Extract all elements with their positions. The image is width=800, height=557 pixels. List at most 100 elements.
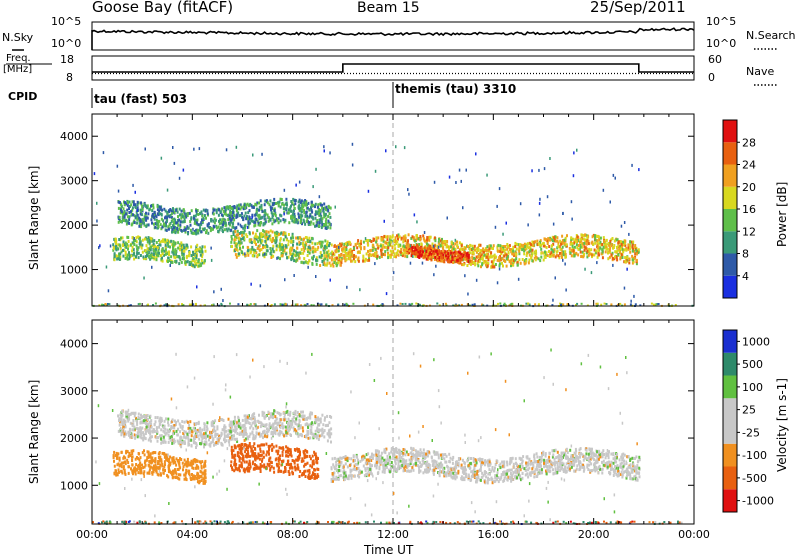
power-scatter-cell (324, 246, 326, 249)
velocity-echo-cell (296, 432, 298, 435)
power-echo-cell (236, 256, 238, 259)
power-echo-cell (292, 235, 294, 238)
power-ground-cell (606, 303, 608, 305)
power-echo-cell (368, 254, 370, 257)
power-echo-cell (259, 248, 261, 251)
power-echo-cell (566, 243, 568, 246)
power-echo-cell (620, 247, 622, 250)
power-echo-cell (219, 228, 221, 231)
power-echo-cell (125, 242, 127, 245)
power-ground-cell (600, 304, 602, 306)
velocity-echo-cell (113, 451, 115, 454)
velocity-echo-cell (188, 431, 190, 434)
power-echo-cell (408, 233, 410, 236)
power-echo-cell (172, 243, 174, 246)
power-echo-cell (200, 254, 202, 257)
power-echo-cell (282, 218, 284, 221)
power-scatter-cell (151, 266, 153, 269)
power-echo-cell (490, 244, 492, 247)
power-echo-cell (236, 234, 238, 237)
power-echo-cell (297, 253, 299, 256)
power-echo-cell (290, 258, 292, 261)
velocity-echo-cell (168, 465, 170, 468)
power-echo-cell (261, 204, 263, 207)
power-echo-cell (213, 226, 215, 229)
velocity-echo-cell (128, 472, 130, 475)
power-echo-cell (272, 245, 274, 248)
velocity-echo-cell (161, 463, 163, 466)
velocity-echo-cell (285, 411, 287, 414)
power-echo-cell (328, 244, 330, 247)
velocity-echo-cell (264, 435, 266, 438)
power-echo-cell (144, 238, 146, 241)
power-echo-cell (585, 246, 587, 249)
power-echo-cell (161, 218, 163, 221)
power-echo-cell (179, 228, 181, 231)
power-scatter-cell (200, 221, 202, 224)
power-scatter-cell (374, 262, 376, 265)
velocity-echo-cell (175, 464, 177, 467)
power-echo-cell (147, 217, 149, 220)
power-echo-cell (381, 238, 383, 241)
power-echo-cell (280, 198, 282, 201)
power-echo-cell (459, 241, 461, 244)
power-echo-cell (189, 263, 191, 266)
power-echo-cell (438, 238, 440, 241)
power-echo-cell (331, 256, 333, 259)
power-echo-cell (185, 213, 187, 216)
power-echo-cell (532, 249, 534, 252)
power-echo-cell (580, 251, 582, 254)
power-scatter-cell (518, 278, 520, 281)
power-echo-cell (193, 217, 195, 220)
power-echo-cell (415, 235, 417, 238)
power-echo-cell (180, 229, 182, 232)
power-echo-cell (275, 236, 277, 239)
power-echo-cell (441, 260, 443, 263)
power-echo-cell (566, 234, 568, 237)
power-echo-cell (560, 243, 562, 246)
velocity-echo-cell (135, 463, 137, 466)
power-echo-cell (312, 218, 314, 221)
power-echo-cell (291, 219, 293, 222)
power-echo-cell (501, 248, 503, 251)
power-echo-cell (179, 224, 181, 227)
power-echo-cell (445, 254, 447, 257)
power-echo-cell (561, 235, 563, 238)
power-echo-cell (424, 240, 426, 243)
power-echo-cell (357, 239, 359, 242)
velocity-echo-cell (241, 433, 243, 436)
velocity-echo-cell (138, 452, 140, 455)
power-echo-cell (424, 246, 426, 249)
power-echo-cell (558, 254, 560, 257)
power-echo-cell (231, 218, 233, 221)
power-echo-cell (305, 211, 307, 214)
power-echo-cell (337, 261, 339, 264)
velocity-echo-cell (273, 425, 275, 428)
power-echo-cell (115, 242, 117, 245)
velocity-echo-cell (181, 420, 183, 423)
power-echo-cell (249, 209, 251, 212)
power-ground-cell (576, 303, 578, 305)
power-echo-cell (446, 240, 448, 243)
velocity-echo-cell (186, 433, 188, 436)
velocity-echo-cell (268, 417, 270, 420)
power-echo-cell (262, 229, 264, 232)
velocity-echo-cell (254, 437, 256, 440)
power-echo-cell (285, 235, 287, 238)
power-echo-cell (435, 250, 437, 253)
power-echo-cell (425, 250, 427, 253)
power-echo-cell (233, 214, 235, 217)
power-echo-cell (150, 218, 152, 221)
power-echo-cell (201, 259, 203, 262)
velocity-echo-cell (234, 425, 236, 428)
power-echo-cell (197, 260, 199, 263)
velocity-echo-cell (115, 474, 117, 477)
power-echo-cell (142, 251, 144, 254)
power-echo-cell (587, 250, 589, 253)
power-echo-cell (506, 243, 508, 246)
velocity-echo-cell (309, 423, 311, 426)
power-echo-cell (577, 235, 579, 238)
power-echo-cell (573, 255, 575, 258)
power-echo-cell (525, 260, 527, 263)
power-echo-cell (136, 253, 138, 256)
